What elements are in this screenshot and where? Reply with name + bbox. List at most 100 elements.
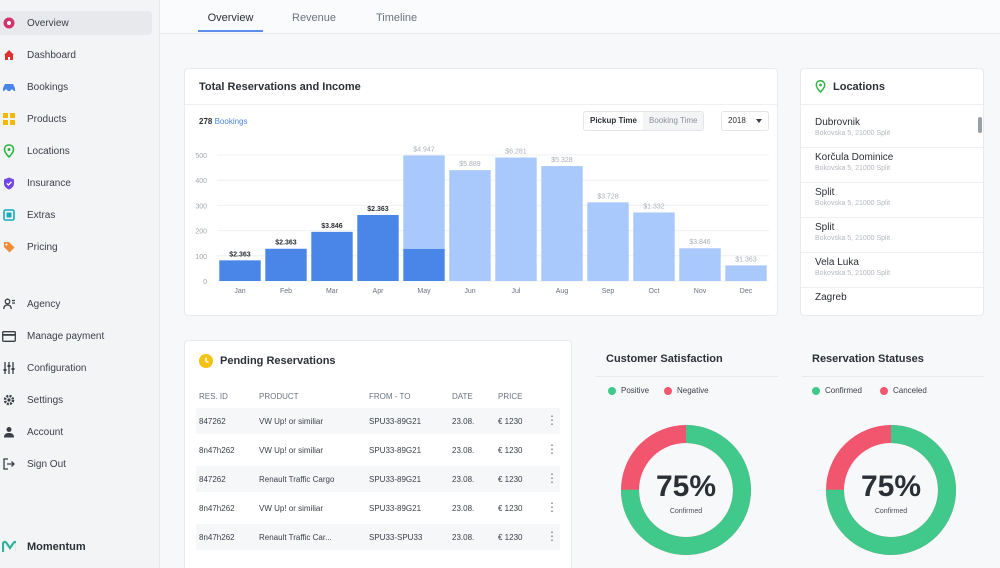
location-item[interactable]: Vela Luka Bokovska 5, 21000 Split — [815, 257, 975, 277]
more-vertical-icon[interactable]: ⋮ — [546, 529, 558, 543]
divider — [596, 376, 778, 377]
more-vertical-icon[interactable]: ⋮ — [546, 442, 558, 456]
bar — [725, 265, 767, 281]
data-label: $2.363 — [229, 251, 251, 258]
legend-dot — [664, 386, 672, 395]
location-item[interactable]: Korčula Dominice Bokovska 5, 21000 Split — [815, 152, 975, 172]
more-vertical-icon[interactable]: ⋮ — [546, 471, 558, 485]
sidebar-item-sign-out[interactable]: Sign Out — [0, 452, 152, 476]
x-tick-label: Jul — [512, 288, 521, 295]
column-header-date: DATE — [452, 392, 473, 401]
satisfaction-sub: Confirmed — [669, 508, 703, 515]
product-cell: Renault Traffic Car... — [259, 533, 332, 542]
chevron-down-icon — [755, 112, 762, 130]
sidebar-item-agency[interactable]: Agency — [0, 292, 152, 316]
sliders-icon — [2, 361, 16, 375]
statuses-percent: 75% — [860, 470, 922, 503]
year-select[interactable]: 2018 — [721, 111, 769, 131]
sidebar-item-locations[interactable]: Locations — [0, 139, 152, 163]
income-card: Total Reservations and Income 278 Bookin… — [184, 68, 778, 316]
from-to-cell: SPU33-89G21 — [369, 446, 422, 455]
data-label: $5.889 — [459, 161, 481, 168]
date-cell: 23.08. — [452, 446, 475, 455]
booking-time-button[interactable]: Booking Time — [642, 112, 704, 130]
more-vertical-icon[interactable]: ⋮ — [546, 500, 558, 514]
sidebar-item-configuration[interactable]: Configuration — [0, 356, 152, 380]
from-to-cell: SPU33-89G21 — [369, 417, 422, 426]
sidebar-item-manage-payment[interactable]: Manage payment — [0, 324, 152, 348]
from-to-cell: SPU33-SPU33 — [369, 533, 423, 542]
location-item[interactable]: Split Bokovska 5, 21000 Split — [815, 187, 975, 207]
legend-dot — [812, 386, 820, 395]
more-vertical-icon[interactable]: ⋮ — [546, 413, 558, 427]
location-address: Bokovska 5, 21000 Split — [815, 165, 891, 172]
bar — [541, 166, 583, 281]
product-cell: VW Up! or similiar — [259, 417, 324, 426]
bar — [449, 170, 491, 281]
statuses-donut — [826, 425, 956, 555]
table-row[interactable]: 8n47h262 VW Up! or similiar SPU33-89G21 … — [196, 437, 560, 463]
agency-icon — [2, 297, 16, 311]
tab-timeline[interactable]: Timeline — [376, 12, 418, 24]
tab-revenue[interactable]: Revenue — [292, 12, 337, 24]
donut-positive-arc — [621, 425, 751, 555]
price-cell: € 1230 — [498, 533, 523, 542]
tab-overview[interactable]: Overview — [198, 12, 263, 32]
sidebar-item-label: Manage payment — [27, 330, 105, 342]
bookings-label: Bookings — [214, 117, 248, 126]
date-cell: 23.08. — [452, 533, 475, 542]
res-id-cell: 847262 — [199, 417, 226, 426]
table-row[interactable]: 8n47h262 Renault Traffic Car... SPU33-SP… — [196, 524, 560, 550]
sidebar-item-extras[interactable]: Extras — [0, 203, 152, 227]
satisfaction-donut — [621, 425, 751, 555]
grid-icon — [2, 112, 16, 126]
sidebar-item-overview[interactable]: Overview — [0, 11, 152, 35]
sidebar-item-label: Settings — [27, 394, 64, 406]
column-header-product: PRODUCT — [259, 392, 299, 401]
bar — [633, 212, 675, 281]
bar — [357, 214, 399, 281]
table-row[interactable]: 8n47h262 VW Up! or similiar SPU33-89G21 … — [196, 495, 560, 521]
table-row[interactable]: 847262 VW Up! or similiar SPU33-89G21 23… — [196, 408, 560, 434]
satisfaction-center: 75% Confirmed — [620, 470, 752, 516]
location-name: Split — [815, 187, 835, 198]
pending-title: Pending Reservations — [220, 355, 336, 367]
sidebar-item-pricing[interactable]: Pricing — [0, 235, 152, 259]
legend-label: Canceled — [893, 386, 927, 395]
res-id-cell: 847262 — [199, 475, 226, 484]
y-tick-label: 100 — [195, 254, 207, 261]
sidebar-item-dashboard[interactable]: Dashboard — [0, 43, 152, 67]
sidebar-item-account[interactable]: Account — [0, 420, 152, 444]
divider — [801, 182, 983, 183]
extras-icon — [2, 208, 16, 222]
product-cell: VW Up! or similiar — [259, 446, 324, 455]
date-cell: 23.08. — [452, 504, 475, 513]
statuses-title: Reservation Statuses — [812, 353, 924, 365]
data-label: $2.363 — [367, 206, 389, 213]
sidebar-item-products[interactable]: Products — [0, 107, 152, 131]
tab-bar: Overview Revenue Timeline — [160, 0, 1000, 34]
shield-icon — [2, 176, 16, 190]
scrollbar-thumb[interactable] — [978, 117, 982, 133]
pickup-time-button[interactable]: Pickup Time — [584, 112, 643, 130]
sidebar-item-label: Overview — [27, 17, 69, 29]
bar — [587, 202, 629, 281]
gear-icon — [2, 393, 16, 407]
table-row[interactable]: 847262 Renault Traffic Cargo SPU33-89G21… — [196, 466, 560, 492]
sidebar-item-bookings[interactable]: Bookings — [0, 75, 152, 99]
price-cell: € 1230 — [498, 504, 523, 513]
brand-logo-icon — [2, 540, 16, 554]
date-cell: 23.08. — [452, 475, 475, 484]
location-item[interactable]: Dubrovnik Bokovska 5, 21000 Split — [815, 117, 975, 137]
product-cell: Renault Traffic Cargo — [259, 475, 335, 484]
satisfaction-percent: 75% — [655, 470, 717, 503]
location-item[interactable]: Zagreb — [815, 292, 975, 303]
legend-label: Positive — [621, 386, 650, 395]
location-item[interactable]: Split Bokovska 5, 21000 Split — [815, 222, 975, 242]
tag-icon — [2, 240, 16, 254]
sidebar-item-insurance[interactable]: Insurance — [0, 171, 152, 195]
sidebar-item-settings[interactable]: Settings — [0, 388, 152, 412]
from-to-cell: SPU33-89G21 — [369, 504, 422, 513]
location-address: Bokovska 5, 21000 Split — [815, 270, 891, 277]
divider — [801, 217, 983, 218]
